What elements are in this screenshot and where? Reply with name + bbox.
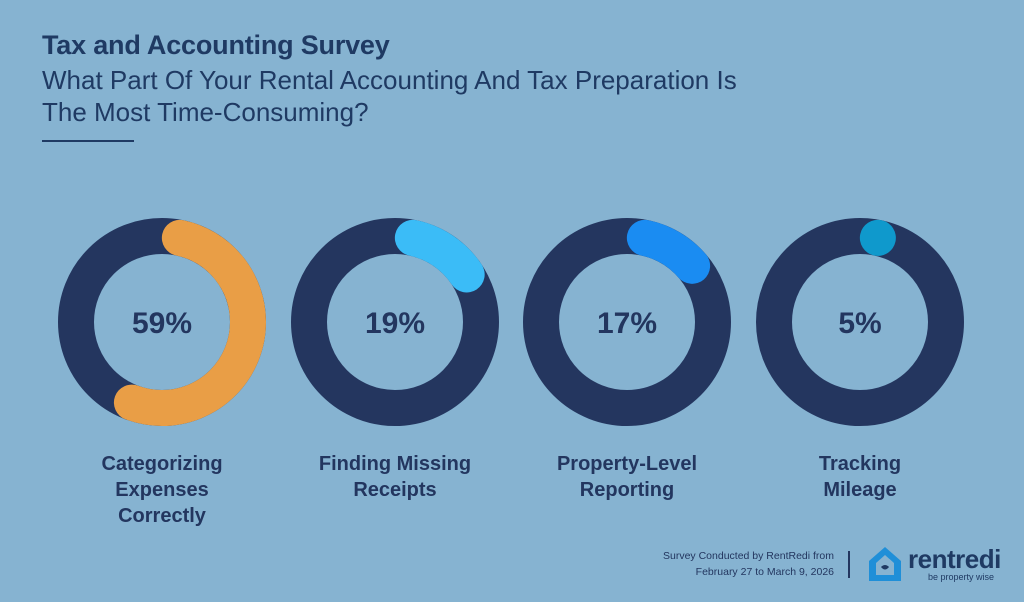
page-subtitle: What Part Of Your Rental Accounting And … <box>42 65 737 127</box>
category-label-line: Expenses <box>115 479 209 501</box>
donut-arc-finding-missing-receipts <box>291 218 499 426</box>
logo-tagline: be property wise <box>928 572 995 582</box>
category-label-line: Tracking <box>818 453 902 475</box>
category-label-line: Categorizing <box>101 453 223 475</box>
donut-value-categorizing-expenses-correctly: 59% <box>132 307 192 340</box>
donut-value-tracking-mileage: 5% <box>838 307 881 340</box>
logo-wordmark: rentredi <box>908 544 1001 574</box>
donut-arc-categorizing-expenses-correctly <box>58 218 266 426</box>
donut-value-property-level-reporting: 17% <box>597 307 657 340</box>
category-label-tracking-mileage: Tracking Mileage <box>750 451 970 503</box>
footer-divider <box>848 551 850 578</box>
donut-arc-property-level-reporting <box>523 218 731 426</box>
category-label-categorizing-expenses-correctly: Categorizing Expenses Correctly <box>52 451 272 529</box>
page-title: Tax and Accounting Survey <box>42 30 390 60</box>
category-label-property-level-reporting: Property-Level Reporting <box>517 451 737 503</box>
category-label-line: Correctly <box>118 505 206 527</box>
rentredi-house-icon <box>869 547 901 581</box>
category-label-finding-missing-receipts: Finding Missing Receipts <box>285 451 505 503</box>
donut-value-finding-missing-receipts: 19% <box>365 307 425 340</box>
category-label-line: Mileage <box>823 479 897 501</box>
category-label-line: Reporting <box>579 479 675 501</box>
survey-note-line2: February 27 to March 9, 2026 <box>695 566 834 578</box>
category-label-line: Property-Level <box>556 453 698 475</box>
survey-note-line1: Survey Conducted by RentRedi from <box>663 550 834 562</box>
category-label-line: Receipts <box>353 479 437 501</box>
survey-note: Survey Conducted by RentRedi from Februa… <box>663 548 834 580</box>
title-underline <box>42 140 134 142</box>
donut-arc-tracking-mileage <box>756 218 964 426</box>
category-label-line: Finding Missing <box>318 453 472 475</box>
